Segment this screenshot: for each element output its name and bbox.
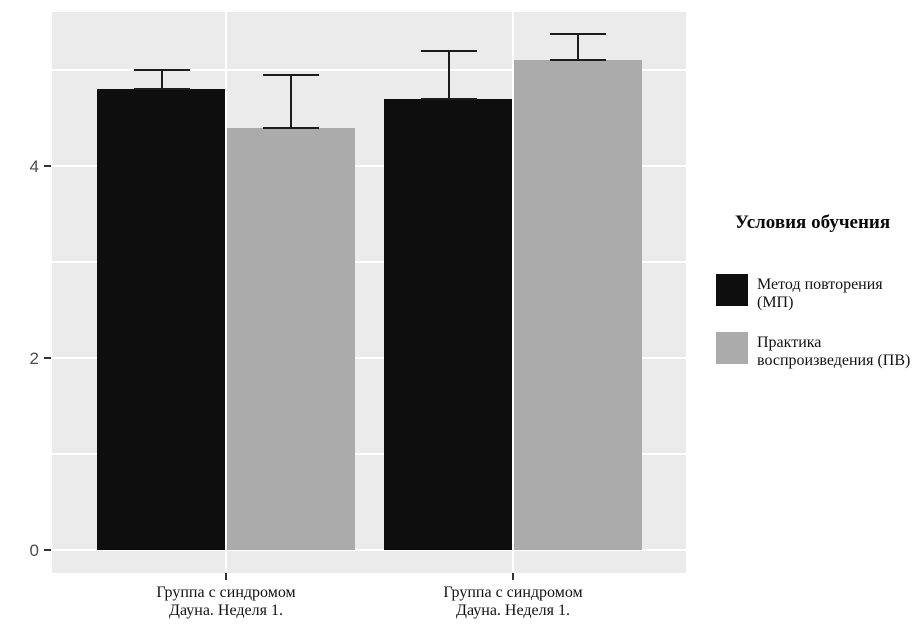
gridline-minor: [52, 261, 686, 263]
gridline-minor: [52, 453, 686, 455]
y-tick-label: 4: [29, 157, 39, 176]
legend-swatch-mp: [716, 274, 748, 306]
errorbar-cap-bottom: [133, 88, 190, 91]
bar-mp-group1: [97, 89, 225, 550]
legend-item-label: Метод повторения (МП): [757, 276, 883, 311]
errorbar-stem: [160, 70, 163, 90]
errorbar-stem: [447, 50, 450, 99]
bar-pv-group2: [514, 60, 642, 550]
errorbar-stem: [289, 74, 292, 128]
gridline-major: [52, 165, 686, 167]
y-tick-mark: [44, 357, 51, 359]
errorbar-cap-top: [420, 49, 477, 52]
y-tick-label: 2: [29, 349, 39, 368]
errorbar-cap-bottom: [549, 59, 606, 62]
gridline-minor: [52, 69, 686, 71]
legend-item-pv: Практика воспроизведения (ПВ): [716, 331, 913, 370]
gridline-major: [52, 549, 686, 551]
errorbar-cap-bottom: [420, 97, 477, 100]
legend-swatch-pv: [716, 331, 748, 364]
y-tick-mark: [44, 549, 51, 551]
errorbar-cap-top: [549, 32, 606, 35]
x-category-label: Группа с синдромом Дауна. Неделя 1.: [443, 584, 583, 619]
plot-panel: [52, 12, 686, 573]
errorbar-cap-top: [133, 69, 190, 71]
gridline-vertical: [225, 12, 227, 573]
gridline-major: [52, 357, 686, 359]
legend-item-mp: Метод повторения (МП): [716, 274, 913, 312]
legend-item-label: Практика воспроизведения (ПВ): [757, 333, 911, 369]
errorbar-cap-top: [262, 73, 319, 76]
y-tick-label: 0: [29, 541, 39, 560]
errorbar-cap-bottom: [262, 126, 319, 129]
legend: Условия обучения Метод повторения (МП) Пр…: [712, 212, 913, 390]
legend-title: Условия обучения: [734, 212, 891, 233]
y-tick-mark: [44, 165, 51, 167]
x-tick-mark: [225, 573, 227, 580]
legend-items: Метод повторения (МП) Практика воспроизве…: [712, 274, 913, 370]
x-tick-mark: [512, 573, 514, 580]
gridline-vertical: [512, 12, 514, 573]
bar-mp-group2: [384, 98, 512, 550]
errorbar-stem: [576, 33, 579, 61]
bar-pv-group1: [227, 127, 355, 550]
x-category-label: Группа с синдромом Дауна. Неделя 1.: [156, 584, 296, 619]
